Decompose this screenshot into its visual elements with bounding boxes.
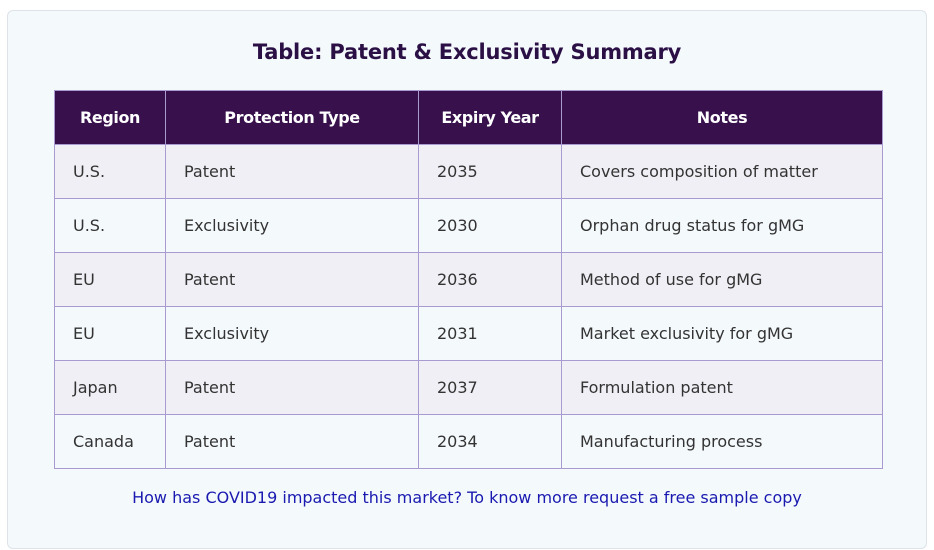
cell-protection-type: Exclusivity: [165, 306, 419, 361]
cell-protection-type: Exclusivity: [165, 198, 419, 253]
header-region: Region: [54, 90, 166, 145]
cell-region: U.S.: [54, 198, 166, 253]
header-notes: Notes: [561, 90, 883, 145]
header-protection-type: Protection Type: [165, 90, 419, 145]
patent-summary-table: Region Protection Type Expiry Year Notes…: [54, 90, 883, 469]
cell-protection-type: Patent: [165, 252, 419, 307]
table-title: Table: Patent & Exclusivity Summary: [252, 40, 682, 64]
header-row: Region Protection Type Expiry Year Notes: [54, 90, 883, 145]
free-sample-link[interactable]: How has COVID19 impacted this market? To…: [132, 488, 802, 507]
cell-expiry-year: 2034: [418, 414, 562, 469]
cell-expiry-year: 2030: [418, 198, 562, 253]
header-expiry-year: Expiry Year: [418, 90, 562, 145]
cell-protection-type: Patent: [165, 414, 419, 469]
cell-region: EU: [54, 306, 166, 361]
cell-notes: Manufacturing process: [561, 414, 883, 469]
table-row: Canada Patent 2034 Manufacturing process: [54, 414, 883, 469]
table-row: U.S. Exclusivity 2030 Orphan drug status…: [54, 198, 883, 253]
table-body: U.S. Patent 2035 Covers composition of m…: [54, 144, 883, 469]
table-row: Japan Patent 2037 Formulation patent: [54, 360, 883, 415]
cell-notes: Formulation patent: [561, 360, 883, 415]
cell-expiry-year: 2036: [418, 252, 562, 307]
table-row: EU Patent 2036 Method of use for gMG: [54, 252, 883, 307]
cell-expiry-year: 2037: [418, 360, 562, 415]
cell-region: EU: [54, 252, 166, 307]
cell-region: Canada: [54, 414, 166, 469]
cell-expiry-year: 2031: [418, 306, 562, 361]
cell-notes: Method of use for gMG: [561, 252, 883, 307]
table-header: Region Protection Type Expiry Year Notes: [54, 90, 883, 145]
cell-expiry-year: 2035: [418, 144, 562, 199]
table-row: U.S. Patent 2035 Covers composition of m…: [54, 144, 883, 199]
cell-protection-type: Patent: [165, 144, 419, 199]
table-row: EU Exclusivity 2031 Market exclusivity f…: [54, 306, 883, 361]
cell-region: U.S.: [54, 144, 166, 199]
cell-notes: Market exclusivity for gMG: [561, 306, 883, 361]
cell-protection-type: Patent: [165, 360, 419, 415]
cell-notes: Orphan drug status for gMG: [561, 198, 883, 253]
cell-region: Japan: [54, 360, 166, 415]
summary-card: Table: Patent & Exclusivity Summary Regi…: [7, 10, 927, 549]
cell-notes: Covers composition of matter: [561, 144, 883, 199]
